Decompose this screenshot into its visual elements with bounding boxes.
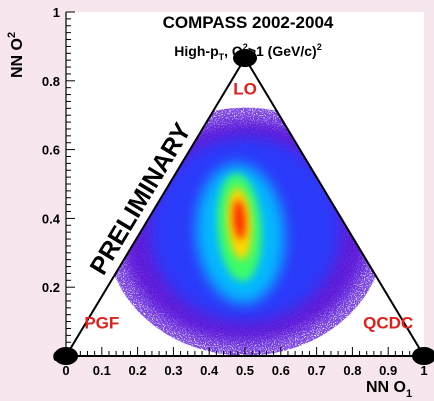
chart-title: COMPASS 2002-2004: [163, 13, 334, 32]
vertex-marker-2: [233, 49, 257, 68]
y-tick-label: 0.8: [42, 74, 60, 89]
subtitle-part-c: , Q: [224, 43, 243, 59]
y-axis-label-sub: 2: [6, 32, 18, 38]
x-tick-label: 0.6: [272, 363, 290, 378]
vertex-labels: PGF QCDC LO: [84, 80, 413, 333]
subtitle-part-a: High-p: [174, 43, 218, 59]
x-tick-label: 0.7: [308, 363, 326, 378]
subtitle-part-e: >1 (GeV/c): [248, 43, 317, 59]
vertex-label-pgf: PGF: [84, 313, 119, 332]
x-tick-label: 0: [62, 363, 69, 378]
y-tick-label: 0.6: [42, 143, 60, 158]
x-axis-label: NN O1: [366, 379, 412, 400]
x-axis-label-sub: 1: [406, 388, 412, 400]
subtitle-part-b: T: [219, 52, 225, 62]
y-tick-label: 1: [53, 5, 60, 20]
density-hot-layer: [233, 199, 246, 240]
x-tick-label: 1: [420, 363, 427, 378]
y-tick-label: 0: [53, 349, 60, 364]
y-axis-label-main: NN O: [9, 38, 26, 78]
vertex-label-qcdc: QCDC: [363, 313, 413, 332]
x-tick-label: 0.9: [379, 363, 397, 378]
x-tick-label: 0.2: [129, 363, 147, 378]
subtitle-part-f: 2: [317, 42, 322, 52]
x-tick-label: 0.5: [236, 363, 254, 378]
x-axis-label-main: NN O: [366, 379, 406, 396]
chart-subtitle: High-pT, Q2>1 (GeV/c)2: [174, 42, 321, 62]
y-tick-label: 0.2: [42, 280, 60, 295]
x-tick-label: 0.8: [343, 363, 361, 378]
y-axis-label: NN O2: [6, 32, 26, 78]
x-tick-label: 0.4: [200, 363, 219, 378]
axes: 0 0.1 0.2 0.3 0.4 0.5 0.6 0.7 0.8 0.9 1 0 0.2 0.4 0.6 0…: [42, 5, 428, 378]
vertex-label-lo: LO: [233, 80, 257, 99]
subtitle-part-d: 2: [243, 42, 248, 52]
x-tick-label: 0.3: [164, 363, 182, 378]
x-tick-label: 0.1: [93, 363, 111, 378]
y-tick-label: 0.4: [42, 211, 61, 226]
